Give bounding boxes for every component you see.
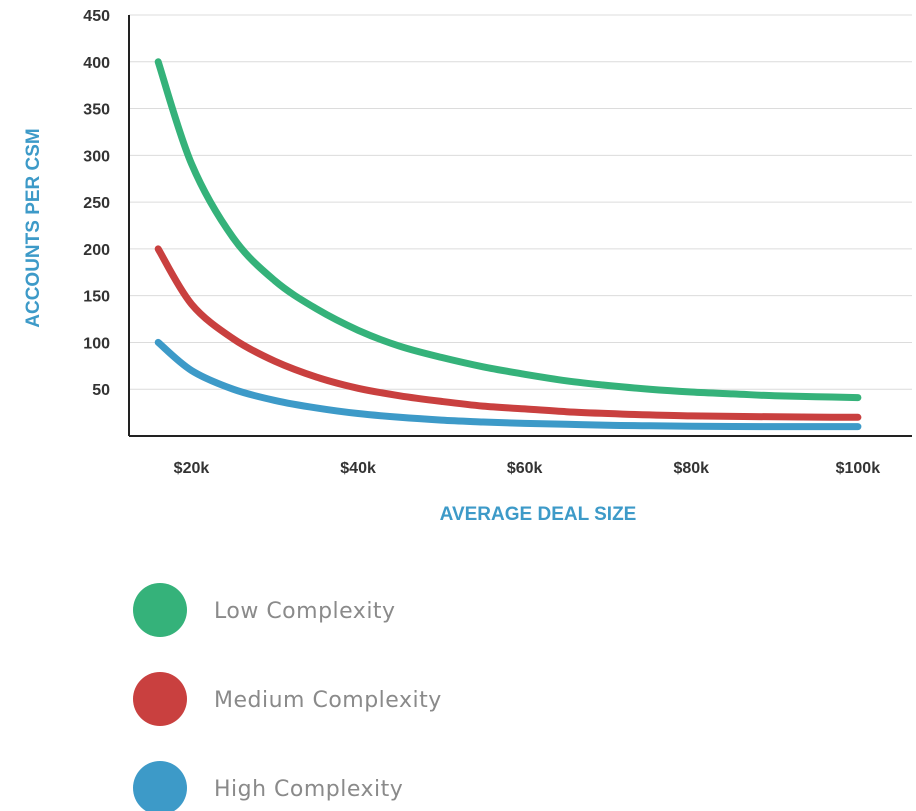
y-tick-label: 200 — [83, 242, 110, 259]
y-tick-label: 50 — [92, 382, 110, 399]
y-tick-label: 100 — [83, 335, 110, 352]
legend-swatch-low-complexity — [133, 583, 187, 637]
x-tick-labels: $20k $40k $60k $80k $100k — [174, 460, 881, 477]
y-tick-label: 250 — [83, 195, 110, 212]
legend-label-medium-complexity: Medium Complexity — [214, 688, 442, 713]
series-line-medium-complexity — [154, 245, 862, 421]
y-tick-label: 450 — [83, 8, 110, 25]
legend: Low Complexity Medium Complexity High Comp… — [133, 583, 442, 811]
x-axis-title: AVERAGE DEAL SIZE — [440, 504, 637, 525]
y-tick-label: 350 — [83, 102, 110, 119]
series-line-high-complexity — [154, 338, 862, 431]
y-tick-labels: 450 400 350 300 250 200 150 100 50 — [83, 8, 110, 399]
legend-label-low-complexity: Low Complexity — [214, 599, 396, 624]
y-axis-title: ACCOUNTS PER CSM — [23, 128, 44, 328]
x-tick-label: $60k — [507, 460, 543, 477]
series-line-low-complexity — [154, 58, 862, 402]
x-tick-label: $80k — [673, 460, 709, 477]
legend-swatch-medium-complexity — [133, 672, 187, 726]
legend-swatch-high-complexity — [133, 761, 187, 811]
y-tick-label: 150 — [83, 289, 110, 306]
grid-lines — [129, 14, 912, 390]
legend-label-high-complexity: High Complexity — [214, 777, 403, 802]
y-tick-label: 400 — [83, 55, 110, 72]
series-lines — [154, 58, 862, 431]
x-tick-label: $40k — [340, 460, 376, 477]
x-tick-label: $20k — [174, 460, 210, 477]
y-tick-label: 300 — [83, 148, 110, 165]
x-tick-label: $100k — [836, 460, 881, 477]
